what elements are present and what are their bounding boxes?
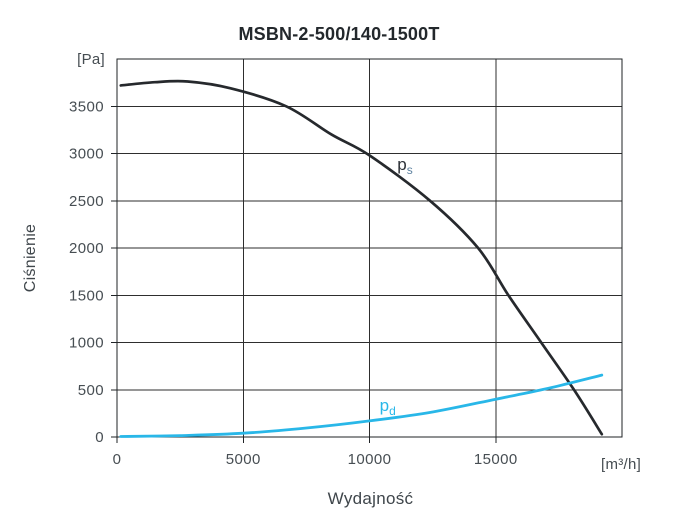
y-tick-label: 2500 xyxy=(69,193,104,210)
y-tick-label: 500 xyxy=(78,382,104,399)
chart-title: MSBN-2-500/140-1500T xyxy=(238,24,440,44)
y-tick-label: 3000 xyxy=(69,146,104,163)
ps-curve xyxy=(119,79,604,436)
x-tick-label: 15000 xyxy=(474,451,518,468)
x-tick-label: 10000 xyxy=(348,451,392,468)
grid-lines xyxy=(117,59,622,437)
y-tick-label: 1000 xyxy=(69,335,104,352)
y-tick-label: 1500 xyxy=(69,287,104,304)
tick-marks xyxy=(111,105,497,443)
y-axis-unit: [Pa] xyxy=(77,51,105,68)
y-tick-label: 2000 xyxy=(69,240,104,257)
pd-curve xyxy=(119,373,604,438)
tick-labels: 0 500 1000 1500 2000 2500 3000 3500 0 5000 10000 15… xyxy=(69,98,518,468)
x-axis-title: Wydajność xyxy=(327,489,414,508)
y-tick-label: 3500 xyxy=(69,98,104,115)
ps-curve-label: ps xyxy=(397,155,412,177)
y-tick-label: 0 xyxy=(95,429,104,446)
x-tick-label: 5000 xyxy=(226,451,261,468)
pd-curve-label: pd xyxy=(380,396,396,418)
x-tick-label: 0 xyxy=(113,451,122,468)
x-axis-unit: [m³/h] xyxy=(601,456,642,473)
